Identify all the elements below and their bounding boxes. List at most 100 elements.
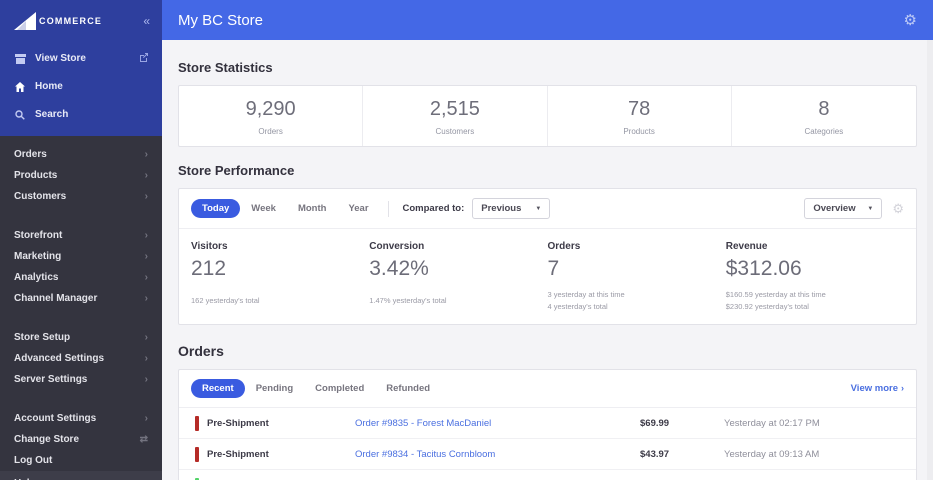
stat-products: 78 Products — [548, 86, 732, 146]
overview-select[interactable]: Overview ▼ — [804, 198, 883, 219]
content: Store Statistics 9,290 Orders 2,515 Cust… — [162, 40, 933, 480]
compared-to-value: Previous — [481, 203, 522, 214]
stat-orders: 9,290 Orders — [179, 86, 364, 146]
sidebar-item-change-store[interactable]: Change Store ⇄ — [0, 429, 162, 450]
help-title: Help — [14, 478, 92, 480]
stat-label: Orders — [258, 127, 283, 136]
order-amount: $69.99 — [640, 417, 670, 429]
order-time: Yesterday at 02:17 PM — [724, 417, 820, 429]
sidebar-collapse-icon[interactable]: « — [143, 14, 150, 28]
store-statistics-card: 9,290 Orders 2,515 Customers 78 Products… — [178, 85, 917, 147]
tab-year[interactable]: Year — [348, 203, 369, 214]
sidebar-item-log-out[interactable]: Log Out — [0, 450, 162, 471]
order-link[interactable]: Order #9834 - Tacitus Cornbloom — [355, 448, 496, 460]
sidebar-item-analytics[interactable]: Analytics › — [0, 267, 162, 288]
sidebar-item-label: Store Setup — [14, 332, 71, 343]
sidebar-item-server-settings[interactable]: Server Settings › — [0, 369, 162, 390]
help-panel[interactable]: Help Support Pin: 888888 ▲ — [0, 471, 162, 480]
chevron-right-icon: › — [144, 251, 148, 262]
stat-label: Customers — [435, 127, 475, 136]
tab-refunded[interactable]: Refunded — [386, 383, 431, 395]
sidebar: COMMERCE « View Store Home Search — [0, 0, 162, 480]
sidebar-item-home[interactable]: Home — [0, 75, 162, 98]
search-icon — [14, 109, 26, 120]
metric-label: Orders — [547, 241, 581, 252]
sidebar-item-storefront[interactable]: Storefront › — [0, 225, 162, 246]
caret-down-icon: ▼ — [867, 205, 874, 212]
caret-down-icon: ▼ — [535, 205, 542, 212]
performance-gear-icon[interactable]: ⚙ — [892, 200, 904, 216]
home-icon — [14, 81, 26, 92]
view-more-link[interactable]: View more › — [851, 383, 904, 394]
chevron-right-icon: › — [144, 170, 148, 181]
order-link[interactable]: Order #9835 - Forest MacDaniel — [355, 417, 492, 429]
sidebar-item-label: Log Out — [14, 455, 53, 466]
chevron-right-icon: › — [144, 332, 148, 343]
sidebar-item-channel-manager[interactable]: Channel Manager › — [0, 288, 162, 309]
menu-group-divider — [0, 207, 162, 225]
store-performance-card: Today Week Month Year Compared to: Previ… — [178, 188, 917, 326]
stat-label: Categories — [804, 127, 844, 136]
sidebar-item-store-setup[interactable]: Store Setup › — [0, 327, 162, 348]
chevron-right-icon: › — [144, 374, 148, 385]
performance-right-controls: Overview ▼ ⚙ — [804, 198, 904, 219]
metric-label: Visitors — [191, 241, 228, 252]
sidebar-item-label: Home — [35, 81, 63, 92]
metric-revenue: Revenue $312.06 $160.59 yesterday at thi… — [726, 241, 904, 312]
status-label: Pre-Shipment — [207, 417, 269, 429]
status-label: Pre-Shipment — [207, 448, 269, 460]
bigcommerce-logo: COMMERCE — [14, 12, 102, 30]
status-bar-icon — [195, 477, 199, 480]
sidebar-item-customers[interactable]: Customers › — [0, 186, 162, 207]
sidebar-item-label: Analytics — [14, 272, 59, 283]
menu-group-divider — [0, 309, 162, 327]
chevron-right-icon: › — [144, 413, 148, 424]
tab-recent[interactable]: Recent — [191, 379, 245, 399]
order-status: Pre-Shipment — [195, 415, 355, 431]
metric-value: 7 — [547, 257, 560, 280]
menu-group-divider — [0, 390, 162, 408]
help-text: Help Support Pin: 888888 — [14, 478, 92, 480]
sidebar-item-view-store[interactable]: View Store — [0, 47, 162, 70]
table-row[interactable]: Completed Order #9833 - Robert Robertson… — [179, 470, 916, 480]
sidebar-item-label: Advanced Settings — [14, 353, 105, 364]
sidebar-item-account-settings[interactable]: Account Settings › — [0, 408, 162, 429]
store-statistics-heading: Store Statistics — [178, 60, 273, 75]
metric-label: Revenue — [725, 241, 768, 252]
tab-week[interactable]: Week — [251, 203, 276, 214]
tab-completed[interactable]: Completed — [315, 383, 365, 395]
sidebar-item-advanced-settings[interactable]: Advanced Settings › — [0, 348, 162, 369]
stat-value: 9,290 — [245, 98, 296, 120]
swap-icon: ⇄ — [139, 434, 148, 445]
table-row[interactable]: Pre-Shipment Order #9835 - Forest MacDan… — [179, 408, 916, 440]
stat-value: 78 — [628, 98, 651, 120]
bigcommerce-logo-icon — [14, 12, 36, 30]
sidebar-item-label: Marketing — [14, 251, 62, 262]
sidebar-item-orders[interactable]: Orders › — [0, 144, 162, 165]
chevron-right-icon: › — [144, 353, 148, 364]
metric-label: Conversion — [369, 241, 425, 252]
compared-to-select[interactable]: Previous ▼ — [472, 198, 551, 219]
stat-label: Products — [623, 127, 655, 136]
settings-gear-icon[interactable]: ⚙ — [903, 11, 917, 29]
header-bar: My BC Store ⚙ — [162, 0, 933, 40]
stat-value: 2,515 — [429, 98, 480, 120]
stat-categories: 8 Categories — [732, 86, 916, 146]
performance-controls: Today Week Month Year Compared to: Previ… — [179, 189, 916, 229]
order-status: Pre-Shipment — [195, 446, 355, 462]
table-row[interactable]: Pre-Shipment Order #9834 - Tacitus Cornb… — [179, 439, 916, 471]
tab-month[interactable]: Month — [297, 203, 327, 214]
sidebar-item-search[interactable]: Search — [0, 103, 162, 126]
metric-value: 212 — [191, 257, 227, 280]
sidebar-item-marketing[interactable]: Marketing › — [0, 246, 162, 267]
tab-pending[interactable]: Pending — [255, 383, 294, 395]
tab-today[interactable]: Today — [191, 199, 241, 218]
metric-visitors: Visitors 212 162 yesterday's total — [191, 241, 369, 312]
view-more-label: View more — [850, 383, 898, 395]
metric-conversion: Conversion 3.42% 1.47% yesterday's total — [369, 241, 547, 312]
stat-customers: 2,515 Customers — [363, 86, 548, 146]
sidebar-item-label: Search — [35, 109, 69, 120]
metric-sub: 1.47% yesterday's total — [369, 296, 447, 305]
sidebar-item-products[interactable]: Products › — [0, 165, 162, 186]
scrollbar[interactable] — [927, 40, 933, 480]
